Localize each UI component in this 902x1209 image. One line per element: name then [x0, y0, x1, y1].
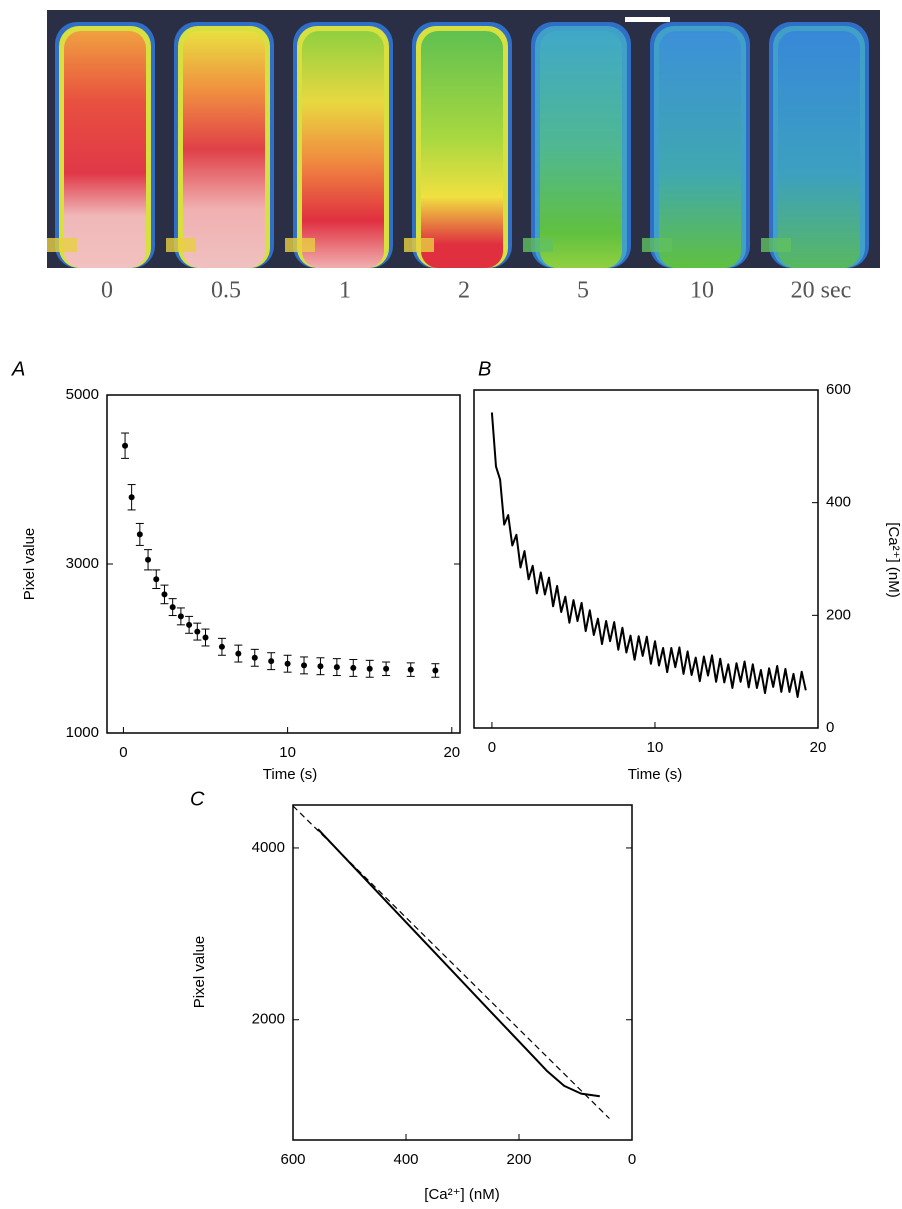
x-axis-label: Time (s): [628, 766, 682, 783]
tube: [540, 31, 622, 268]
data-point: [366, 665, 373, 672]
tube: [302, 31, 384, 268]
time-label: 20 sec: [791, 278, 852, 304]
x-tick-label: 600: [280, 1151, 305, 1168]
data-point: [407, 666, 414, 673]
plot-frame: [473, 389, 819, 729]
data-point: [194, 628, 201, 635]
tube-base: [47, 238, 77, 252]
data-point: [235, 650, 242, 657]
data-point: [169, 604, 176, 611]
time-label: 0: [101, 278, 113, 304]
data-point: [153, 576, 160, 583]
y2-tick-label: 200: [826, 606, 851, 623]
time-label: 0.5: [211, 278, 241, 304]
x-tick-label: 10: [647, 739, 664, 756]
data-point: [284, 660, 291, 667]
plot-frame: [106, 394, 461, 734]
data-point: [186, 621, 193, 628]
data-point: [333, 664, 340, 671]
data-point: [202, 634, 209, 641]
y2-tick-label: 0: [826, 719, 834, 736]
tube-base: [404, 238, 434, 252]
y-tick-label: 4000: [252, 839, 285, 856]
y2-axis-label: [Ca²⁺] (nM): [885, 522, 902, 597]
y-tick-label: 5000: [66, 386, 99, 403]
tube-base: [523, 238, 553, 252]
tube-base: [642, 238, 672, 252]
x-tick-label: 0: [488, 739, 496, 756]
tube-base: [166, 238, 196, 252]
time-label: 2: [458, 278, 470, 304]
y-axis-label: Pixel value: [21, 528, 38, 601]
tube: [659, 31, 741, 268]
x-axis-label: [Ca²⁺] (nM): [424, 1186, 499, 1203]
time-label: 10: [690, 278, 714, 304]
data-point: [161, 591, 168, 598]
tube-base: [761, 238, 791, 252]
data-line: [490, 412, 807, 698]
x-tick-label: 10: [279, 744, 296, 761]
tube: [778, 31, 860, 268]
data-point: [128, 494, 135, 501]
data-point: [350, 664, 357, 671]
x-tick-label: 200: [506, 1151, 531, 1168]
data-point: [301, 662, 308, 669]
scale-bar: [625, 17, 670, 22]
tube-base: [285, 238, 315, 252]
tube: [183, 31, 265, 268]
data-point: [383, 665, 390, 672]
data-point: [268, 658, 275, 665]
tube: [64, 31, 146, 268]
data-point: [432, 667, 439, 674]
plot-frame: [292, 804, 633, 1141]
x-tick-label: 0: [628, 1151, 636, 1168]
x-tick-label: 0: [119, 744, 127, 761]
image-strip: 0 0.5 1 2 5 10 20 sec: [47, 10, 880, 304]
time-label: 5: [577, 278, 589, 304]
x-tick-label: 400: [393, 1151, 418, 1168]
y-tick-label: 3000: [66, 555, 99, 572]
x-axis-label: Time (s): [263, 766, 317, 783]
y-tick-label: 2000: [252, 1011, 285, 1028]
data-point: [122, 442, 129, 449]
data-point: [218, 643, 225, 650]
data-point: [145, 556, 152, 563]
data-line: [293, 805, 610, 1119]
data-point: [317, 663, 324, 670]
y-axis-label: Pixel value: [191, 936, 208, 1009]
y2-tick-label: 600: [826, 381, 851, 398]
panel-label: C: [190, 788, 205, 810]
data-line: [317, 828, 600, 1098]
panel-label: A: [11, 358, 25, 380]
panel-label: B: [478, 358, 491, 380]
y2-tick-label: 400: [826, 494, 851, 511]
tube: [421, 31, 503, 268]
x-tick-label: 20: [810, 739, 827, 756]
x-tick-label: 20: [443, 744, 460, 761]
data-point: [177, 613, 184, 620]
y-tick-label: 1000: [66, 724, 99, 741]
data-point: [251, 654, 258, 661]
time-label: 1: [339, 278, 351, 304]
data-point: [136, 531, 143, 538]
